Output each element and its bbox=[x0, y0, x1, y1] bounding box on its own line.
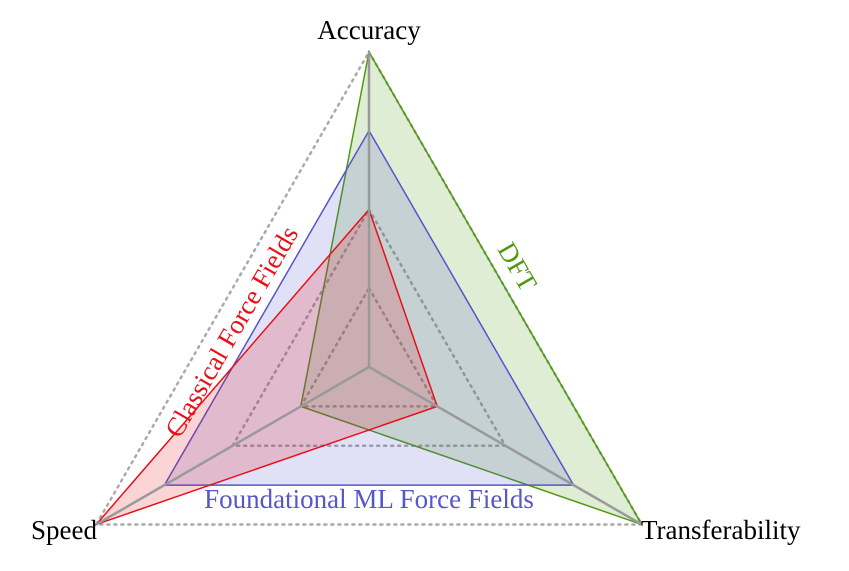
axis-line bbox=[95, 365, 370, 526]
grid-line bbox=[230, 206, 508, 447]
series-area bbox=[93, 208, 439, 527]
grid-line bbox=[298, 285, 440, 408]
series-label: Foundational ML Force Fields bbox=[204, 484, 534, 514]
axis-label: Accuracy bbox=[317, 15, 421, 45]
series-area bbox=[299, 49, 644, 526]
axis-label: Transferability bbox=[641, 515, 801, 545]
axis-label: Speed bbox=[31, 515, 97, 545]
axis-line bbox=[368, 365, 643, 526]
